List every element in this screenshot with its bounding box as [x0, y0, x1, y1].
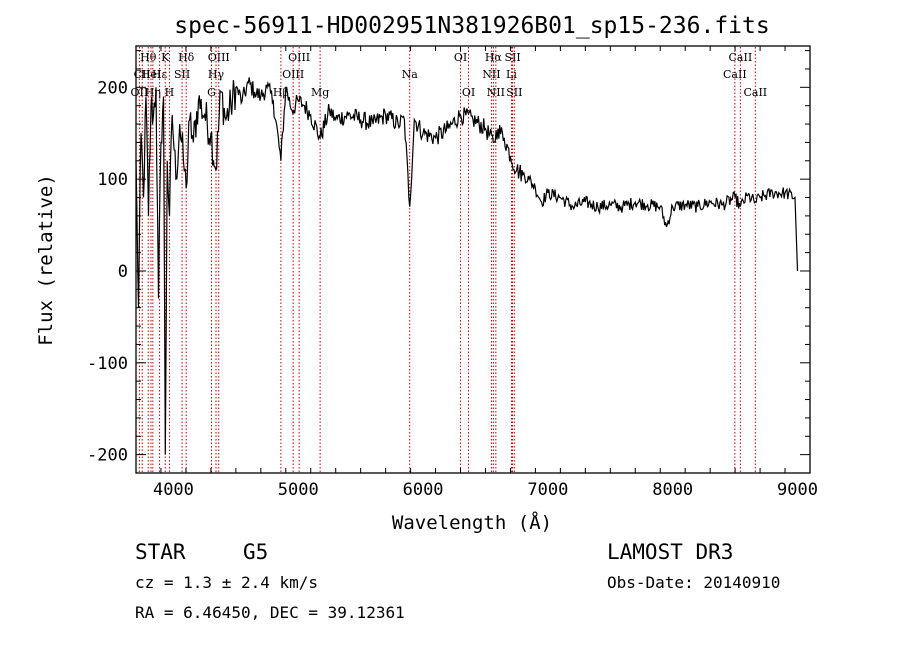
spectral-line-label: CaII [729, 51, 753, 64]
spectral-line-label: OIII [282, 68, 304, 81]
y-tick-label: 0 [118, 262, 128, 282]
y-tick-label: -200 [87, 446, 128, 466]
y-tick-label: 100 [97, 170, 128, 190]
spectral-line-label: HeI [141, 68, 161, 81]
spectral-line-label: OIII [288, 51, 310, 64]
spectral-line-label: Hδ [178, 51, 195, 64]
spectral-line-label: OII [131, 86, 149, 99]
spectral-line-label: NII [487, 86, 505, 99]
x-tick-label: 7000 [527, 480, 568, 500]
spectral-line-label: K [161, 51, 170, 64]
obs-date-text: Obs-Date: 20140910 [607, 573, 781, 592]
x-tick-label: 6000 [403, 480, 444, 500]
redshift-text: cz = 1.3 ± 2.4 km/s [135, 573, 319, 592]
y-tick-label: 200 [97, 78, 128, 98]
spectral-line-label: Li [506, 68, 517, 81]
object-subclass: G5 [243, 540, 269, 564]
spectral-line-label: SII [504, 51, 520, 64]
spectral-line-label: NII [482, 68, 500, 81]
spectral-line-label: CII [134, 68, 151, 81]
spectral-line-label: Hα [485, 51, 503, 64]
x-tick-label: 5000 [278, 480, 319, 500]
object-type: STAR [135, 540, 186, 564]
coordinates-text: RA = 6.46450, DEC = 39.12361 [135, 603, 405, 622]
x-tick-label: 4000 [153, 480, 194, 500]
spectral-line-label: G [207, 86, 216, 99]
spectral-line-label: OIII [208, 51, 230, 64]
spectral-line-label: SII [506, 86, 522, 99]
spectral-line-label: Hθ [140, 51, 157, 64]
spectral-line-label: H [165, 86, 175, 99]
spectral-line-label: Hε [152, 68, 168, 81]
y-axis-label: Flux (relative) [35, 174, 57, 346]
x-tick-label: 8000 [652, 480, 693, 500]
flux-series-line [135, 77, 799, 455]
spectral-line-label: Na [402, 68, 419, 81]
spectral-line-label: CaII [743, 86, 767, 99]
spectral-line-label: SII [174, 68, 190, 81]
survey-label: LAMOST DR3 [607, 540, 734, 564]
chart-title: spec-56911-HD002951N381926B01_sp15-236.f… [174, 13, 769, 39]
spectral-line-label: CaII [723, 68, 747, 81]
plot-frame [135, 45, 811, 474]
spectral-line-label: Hγ [208, 68, 225, 81]
x-tick-label: 9000 [777, 480, 818, 500]
spectral-line-label: OI [454, 51, 467, 64]
spectral-line-label: Mg [311, 86, 329, 99]
spectral-line-label: Hη [145, 86, 161, 99]
spectral-line-label: OI [462, 86, 475, 99]
x-axis-label: Wavelength (Å) [392, 511, 552, 534]
y-tick-label: -100 [87, 354, 128, 374]
